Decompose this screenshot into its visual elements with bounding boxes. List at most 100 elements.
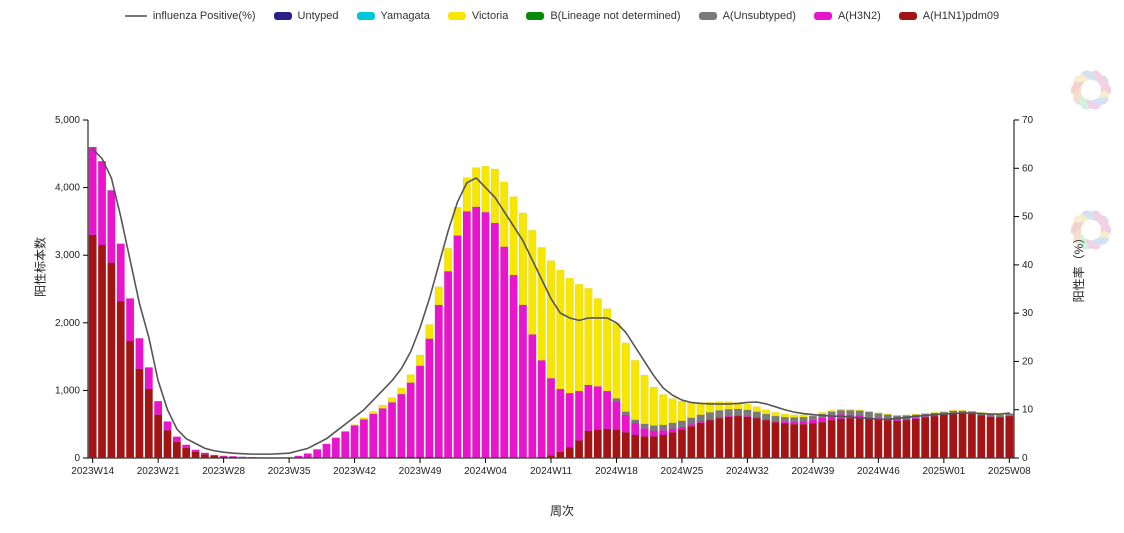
bar-segment xyxy=(89,147,97,235)
bar-segment xyxy=(566,393,574,447)
bar-segment xyxy=(566,447,574,458)
bar-segment xyxy=(613,399,621,402)
bar-segment xyxy=(753,407,761,412)
bar-segment xyxy=(940,411,948,412)
bar-segment xyxy=(426,339,434,457)
bar-segment xyxy=(500,182,508,247)
chart-svg-layer: 01,0002,0003,0004,0005,00001020304050607… xyxy=(0,0,1124,533)
bar-segment xyxy=(182,445,190,448)
bar-segment xyxy=(238,457,246,458)
bar-segment xyxy=(875,419,883,458)
bar-segment xyxy=(959,410,967,411)
bar-segment xyxy=(837,419,845,458)
bar-segment xyxy=(313,449,321,457)
bar-segment xyxy=(98,161,106,245)
bar-segment xyxy=(800,421,808,424)
bar-segment xyxy=(444,271,452,457)
bar-segment xyxy=(463,211,471,457)
bar-segment xyxy=(669,399,677,423)
bar-segment xyxy=(856,410,864,411)
bar-segment xyxy=(828,420,836,458)
bar-segment xyxy=(669,423,677,429)
bar-segment xyxy=(687,402,695,418)
bar-segment xyxy=(613,401,621,429)
bar-segment xyxy=(977,415,985,458)
bar-segment xyxy=(220,456,228,457)
bar-segment xyxy=(762,410,770,414)
bar-segment xyxy=(818,418,826,422)
bar-segment xyxy=(388,398,396,403)
bar-segment xyxy=(379,405,387,408)
bar-segment xyxy=(613,323,621,399)
bar-segment xyxy=(332,438,340,458)
bar-segment xyxy=(641,375,649,424)
bar-segment xyxy=(622,343,630,412)
bar-segment xyxy=(940,415,948,458)
x-tick-label: 2024W39 xyxy=(791,466,834,477)
bar-segment xyxy=(753,418,761,458)
bar-segment xyxy=(613,430,621,458)
bar-segment xyxy=(800,417,808,421)
bar-segment xyxy=(631,420,639,424)
bar-segment xyxy=(89,235,97,458)
bar-segment xyxy=(650,431,658,437)
bar-segment xyxy=(154,415,162,458)
y-left-tick-label: 3,000 xyxy=(55,250,80,261)
bar-segment xyxy=(781,424,789,458)
bar-segment xyxy=(126,298,134,341)
bar-segment xyxy=(809,424,817,458)
bar-segment xyxy=(865,411,873,412)
bar-segment xyxy=(341,431,349,432)
bar-segment xyxy=(828,412,836,416)
bar-segment xyxy=(472,168,480,207)
bar-segment xyxy=(912,418,920,419)
bar-segment xyxy=(903,415,911,416)
bar-segment xyxy=(809,416,817,420)
bar-segment xyxy=(790,424,798,458)
bar-segment xyxy=(725,409,733,416)
bar-segment xyxy=(1005,416,1013,458)
bar-segment xyxy=(229,456,237,457)
bar-segment xyxy=(949,413,957,458)
bar-segment xyxy=(996,415,1004,417)
bar-segment xyxy=(912,419,920,458)
bar-segment xyxy=(716,418,724,458)
bar-segment xyxy=(706,420,714,458)
bar-segment xyxy=(510,197,518,275)
bar-segment xyxy=(800,415,808,417)
bar-segment xyxy=(164,430,172,458)
bar-segment xyxy=(921,417,929,458)
bar-segment xyxy=(585,385,593,431)
x-tick-label: 2024W18 xyxy=(595,466,638,477)
bar-segment xyxy=(622,415,630,433)
bar-segment xyxy=(398,388,406,394)
bar-segment xyxy=(641,436,649,458)
bar-segment xyxy=(641,424,649,428)
bar-segment xyxy=(968,414,976,458)
bar-segment xyxy=(697,415,705,422)
bar-segment xyxy=(491,223,499,458)
bar-segment xyxy=(538,360,546,457)
bar-segment xyxy=(931,412,939,413)
bar-segment xyxy=(575,391,583,440)
bar-segment xyxy=(594,298,602,386)
bar-segment xyxy=(426,324,434,338)
bar-segment xyxy=(323,444,331,458)
bar-segment xyxy=(117,244,125,301)
bar-segment xyxy=(491,169,499,223)
bar-segment xyxy=(725,417,733,458)
y-left-tick-label: 0 xyxy=(74,453,80,464)
bar-segment xyxy=(547,378,555,455)
bar-segment xyxy=(192,452,200,458)
bar-segment xyxy=(173,442,181,458)
bar-segment xyxy=(678,421,686,427)
bar-segment xyxy=(856,411,864,416)
bar-segment xyxy=(856,418,864,458)
bar-segment xyxy=(510,275,518,458)
bar-segment xyxy=(622,412,630,415)
bar-segment xyxy=(631,360,639,419)
bar-segment xyxy=(846,409,854,410)
bar-segment xyxy=(295,456,303,458)
bar-segment xyxy=(210,456,218,458)
bar-segment xyxy=(949,411,957,413)
